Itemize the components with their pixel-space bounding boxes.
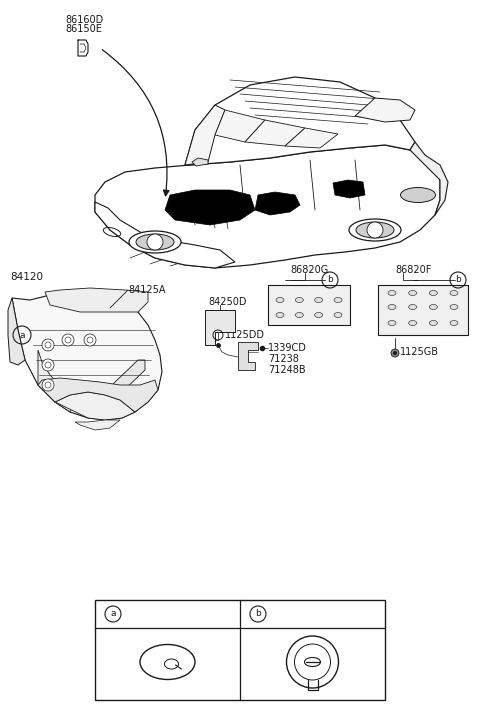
Ellipse shape xyxy=(450,320,458,325)
Circle shape xyxy=(147,234,163,250)
Polygon shape xyxy=(95,202,235,268)
Ellipse shape xyxy=(400,187,435,202)
Text: 71238: 71238 xyxy=(268,354,299,364)
Text: 84219E: 84219E xyxy=(270,609,312,619)
Ellipse shape xyxy=(315,312,323,318)
Ellipse shape xyxy=(408,320,417,325)
Text: 86150E: 86150E xyxy=(65,24,102,34)
Polygon shape xyxy=(355,98,415,122)
Ellipse shape xyxy=(450,305,458,310)
Polygon shape xyxy=(38,350,75,412)
Circle shape xyxy=(42,379,54,391)
Polygon shape xyxy=(185,105,225,165)
Polygon shape xyxy=(333,180,365,198)
Ellipse shape xyxy=(276,297,284,302)
Text: 71248B: 71248B xyxy=(268,365,306,375)
Polygon shape xyxy=(95,145,440,268)
Text: 1339CD: 1339CD xyxy=(268,343,307,353)
Text: b: b xyxy=(327,276,333,284)
Text: 84147: 84147 xyxy=(125,609,160,619)
Bar xyxy=(378,285,468,335)
Circle shape xyxy=(391,349,399,357)
Ellipse shape xyxy=(388,305,396,310)
Circle shape xyxy=(42,359,54,371)
Ellipse shape xyxy=(450,290,458,295)
Ellipse shape xyxy=(388,320,396,325)
Polygon shape xyxy=(192,158,208,166)
Ellipse shape xyxy=(295,297,303,302)
Text: 1125GB: 1125GB xyxy=(400,347,439,357)
Polygon shape xyxy=(38,378,158,412)
Circle shape xyxy=(62,334,74,346)
Text: 84250D: 84250D xyxy=(208,297,247,307)
Polygon shape xyxy=(215,110,265,142)
Text: 86820G: 86820G xyxy=(290,265,328,275)
Circle shape xyxy=(42,339,54,351)
Ellipse shape xyxy=(136,234,174,250)
Ellipse shape xyxy=(315,297,323,302)
Circle shape xyxy=(84,334,96,346)
Text: b: b xyxy=(455,276,461,284)
Polygon shape xyxy=(165,190,255,225)
Polygon shape xyxy=(88,360,145,418)
Polygon shape xyxy=(185,77,415,165)
Ellipse shape xyxy=(276,312,284,318)
Text: 84120: 84120 xyxy=(10,272,43,282)
Text: 1125DD: 1125DD xyxy=(225,330,265,340)
Text: 86160D: 86160D xyxy=(65,15,103,25)
Text: 86820F: 86820F xyxy=(395,265,432,275)
Ellipse shape xyxy=(334,312,342,318)
Ellipse shape xyxy=(295,312,303,318)
Polygon shape xyxy=(285,128,338,148)
Ellipse shape xyxy=(408,290,417,295)
Ellipse shape xyxy=(429,290,437,295)
Text: a: a xyxy=(19,330,25,340)
Circle shape xyxy=(393,351,397,355)
Polygon shape xyxy=(8,298,25,365)
Ellipse shape xyxy=(388,290,396,295)
Text: a: a xyxy=(110,610,116,618)
Ellipse shape xyxy=(356,222,394,238)
Bar xyxy=(268,285,350,325)
Polygon shape xyxy=(205,310,235,345)
Ellipse shape xyxy=(429,320,437,325)
Ellipse shape xyxy=(129,231,181,253)
Polygon shape xyxy=(75,420,120,430)
Polygon shape xyxy=(245,120,305,146)
Text: 84125A: 84125A xyxy=(128,285,166,295)
Polygon shape xyxy=(255,192,300,215)
Polygon shape xyxy=(55,392,135,420)
Polygon shape xyxy=(45,288,148,312)
Bar xyxy=(95,600,385,700)
Polygon shape xyxy=(12,292,162,420)
Circle shape xyxy=(367,222,383,238)
Text: b: b xyxy=(255,610,261,618)
Ellipse shape xyxy=(429,305,437,310)
Ellipse shape xyxy=(349,219,401,241)
Polygon shape xyxy=(410,142,448,215)
Ellipse shape xyxy=(334,297,342,302)
Polygon shape xyxy=(238,342,258,370)
Ellipse shape xyxy=(408,305,417,310)
